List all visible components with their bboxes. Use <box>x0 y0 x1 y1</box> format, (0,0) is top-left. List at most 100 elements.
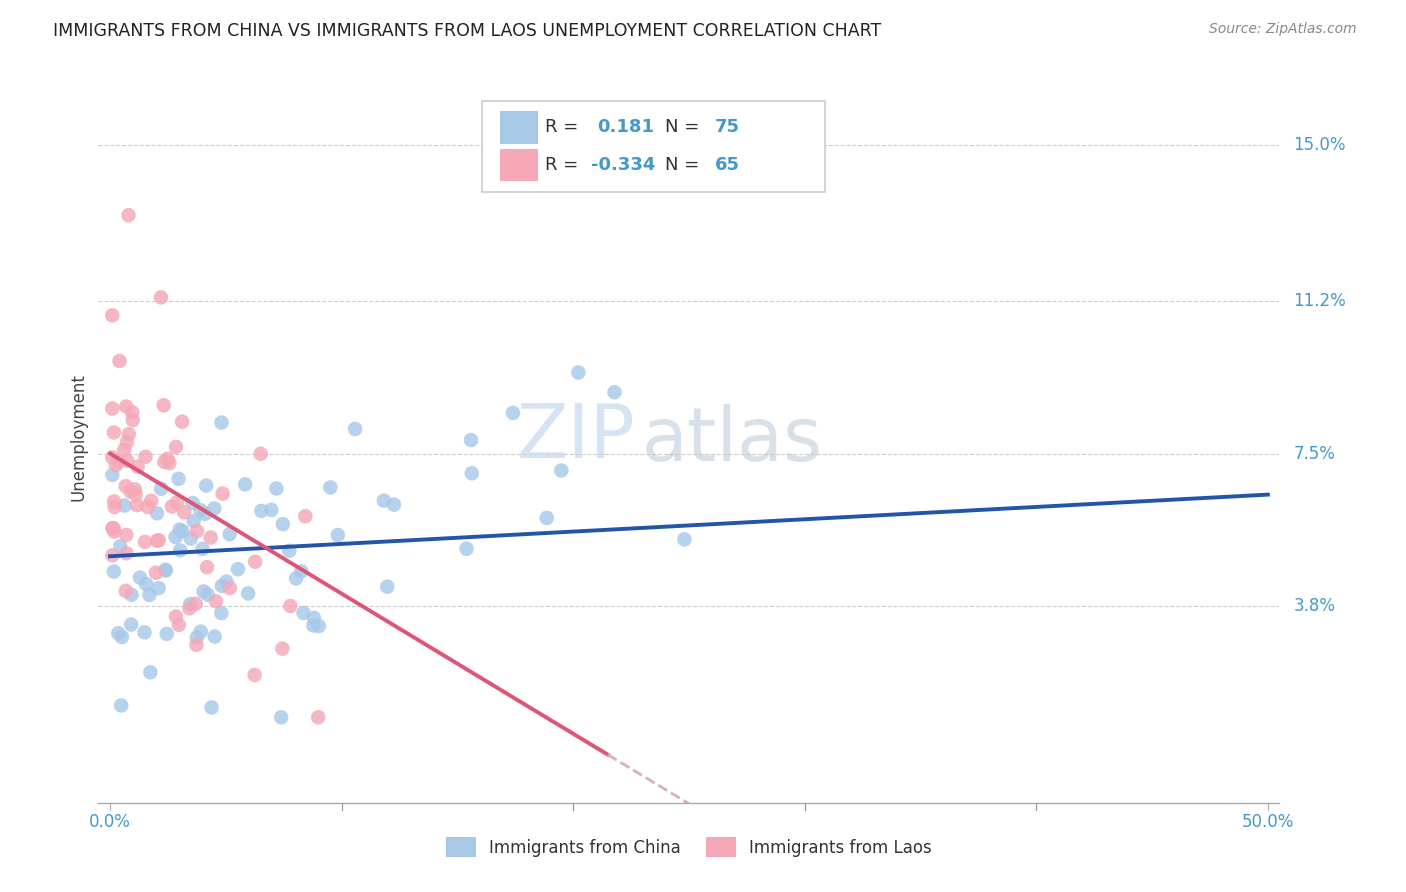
Text: 15.0%: 15.0% <box>1294 136 1346 154</box>
Text: 0.181: 0.181 <box>596 118 654 136</box>
Point <box>138 588 160 602</box>
Text: R =: R = <box>546 156 578 174</box>
Point <box>211 486 233 500</box>
Point <box>114 479 136 493</box>
Point <box>120 617 142 632</box>
Point <box>271 517 294 532</box>
Point <box>266 482 288 496</box>
Point <box>211 416 233 430</box>
Text: ZIP: ZIP <box>517 401 636 474</box>
Point <box>110 698 132 713</box>
Point <box>121 588 143 602</box>
Point <box>107 626 129 640</box>
Point <box>115 400 138 414</box>
Text: N =: N = <box>665 118 700 136</box>
Point <box>115 546 138 560</box>
Point <box>134 534 156 549</box>
Point <box>236 586 259 600</box>
Point <box>165 609 187 624</box>
Point <box>121 405 143 419</box>
Point <box>502 406 524 420</box>
Point <box>148 533 170 548</box>
Point <box>271 641 294 656</box>
Point <box>120 484 142 499</box>
Text: 3.8%: 3.8% <box>1294 597 1336 615</box>
Point <box>101 401 124 416</box>
Point <box>302 618 325 632</box>
Point <box>218 581 240 595</box>
Point <box>169 523 191 537</box>
Point <box>127 459 149 474</box>
FancyBboxPatch shape <box>482 101 825 192</box>
Point <box>166 495 188 509</box>
Y-axis label: Unemployment: Unemployment <box>69 373 87 501</box>
Point <box>129 571 152 585</box>
Point <box>155 563 177 577</box>
Point <box>200 531 222 545</box>
Point <box>673 533 696 547</box>
Text: -0.334: -0.334 <box>591 156 655 174</box>
Point <box>156 451 179 466</box>
Point <box>169 543 191 558</box>
Point <box>103 494 125 508</box>
Point <box>205 594 228 608</box>
Point <box>183 514 205 528</box>
Point <box>165 530 187 544</box>
Point <box>135 577 157 591</box>
Point <box>290 565 312 579</box>
Point <box>173 505 195 519</box>
Point <box>200 700 222 714</box>
Point <box>153 455 176 469</box>
Point <box>382 498 405 512</box>
Point <box>111 630 134 644</box>
Text: N =: N = <box>665 156 700 174</box>
Point <box>375 580 398 594</box>
Point <box>156 627 179 641</box>
Point <box>460 433 482 447</box>
Point <box>146 506 169 520</box>
Point <box>218 527 240 541</box>
Point <box>101 450 124 465</box>
Legend: Immigrants from China, Immigrants from Laos: Immigrants from China, Immigrants from L… <box>439 830 939 864</box>
Point <box>179 597 201 611</box>
Text: 50.0%: 50.0% <box>1241 813 1294 831</box>
Point <box>117 208 139 222</box>
FancyBboxPatch shape <box>501 112 537 144</box>
Text: R =: R = <box>546 118 578 136</box>
Point <box>550 463 572 477</box>
Point <box>243 555 266 569</box>
Point <box>139 665 162 680</box>
Point <box>150 482 173 496</box>
Point <box>155 564 177 578</box>
Point <box>536 511 558 525</box>
Point <box>101 467 124 482</box>
Text: 11.2%: 11.2% <box>1294 293 1346 310</box>
Point <box>292 606 315 620</box>
Point <box>190 503 212 517</box>
Point <box>567 366 589 380</box>
Point <box>134 625 156 640</box>
Point <box>249 447 271 461</box>
Point <box>141 493 163 508</box>
Point <box>180 532 202 546</box>
Text: 0.0%: 0.0% <box>89 813 131 831</box>
Point <box>115 453 138 467</box>
Point <box>278 544 301 558</box>
Text: IMMIGRANTS FROM CHINA VS IMMIGRANTS FROM LAOS UNEMPLOYMENT CORRELATION CHART: IMMIGRANTS FROM CHINA VS IMMIGRANTS FROM… <box>53 22 882 40</box>
Point <box>260 503 283 517</box>
Point <box>294 509 316 524</box>
Point <box>181 496 204 510</box>
Point <box>209 606 232 620</box>
Point <box>101 549 124 563</box>
Text: 75: 75 <box>714 118 740 136</box>
Point <box>167 618 190 632</box>
Point <box>233 477 256 491</box>
Point <box>172 524 194 538</box>
Point <box>456 541 478 556</box>
Point <box>124 483 146 497</box>
Point <box>344 422 367 436</box>
Point <box>307 710 329 724</box>
Point <box>103 425 125 440</box>
Point <box>134 450 156 464</box>
Point <box>308 619 330 633</box>
